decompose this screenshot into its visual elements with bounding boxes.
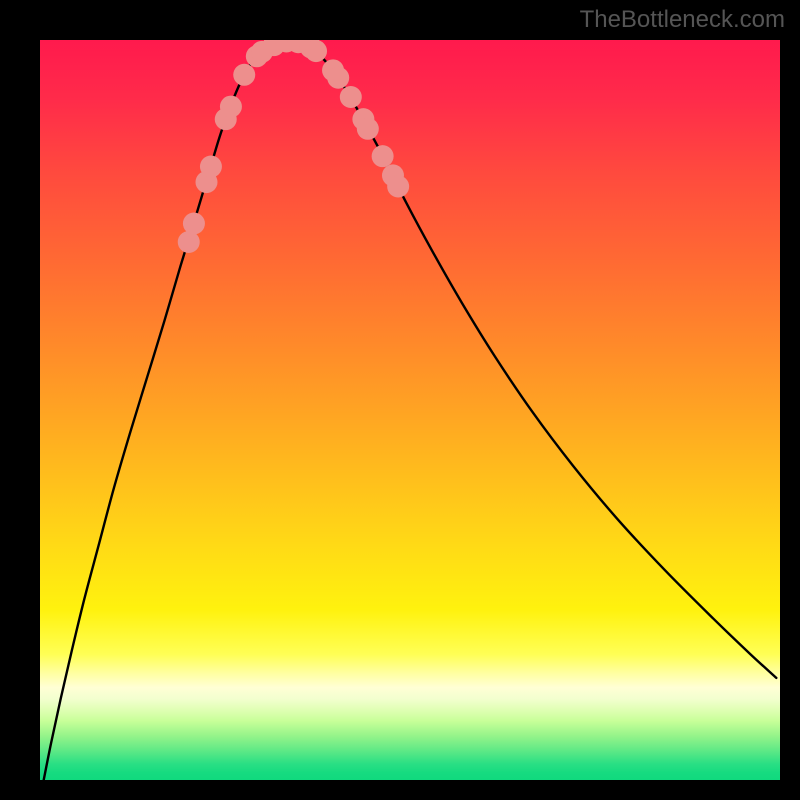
data-marker [200, 156, 222, 178]
data-marker [220, 96, 242, 118]
data-marker [387, 176, 409, 198]
data-marker [357, 118, 379, 140]
data-marker [233, 64, 255, 86]
plot-svg [40, 40, 780, 780]
data-marker [372, 145, 394, 167]
data-marker [340, 86, 362, 108]
watermark-label: TheBottleneck.com [580, 6, 785, 34]
data-marker [327, 67, 349, 89]
chart-stage: TheBottleneck.com [0, 0, 800, 800]
data-marker [183, 213, 205, 235]
data-marker [305, 40, 327, 62]
plot-area [40, 40, 780, 780]
data-marker [178, 231, 200, 253]
gradient-background [40, 40, 780, 780]
